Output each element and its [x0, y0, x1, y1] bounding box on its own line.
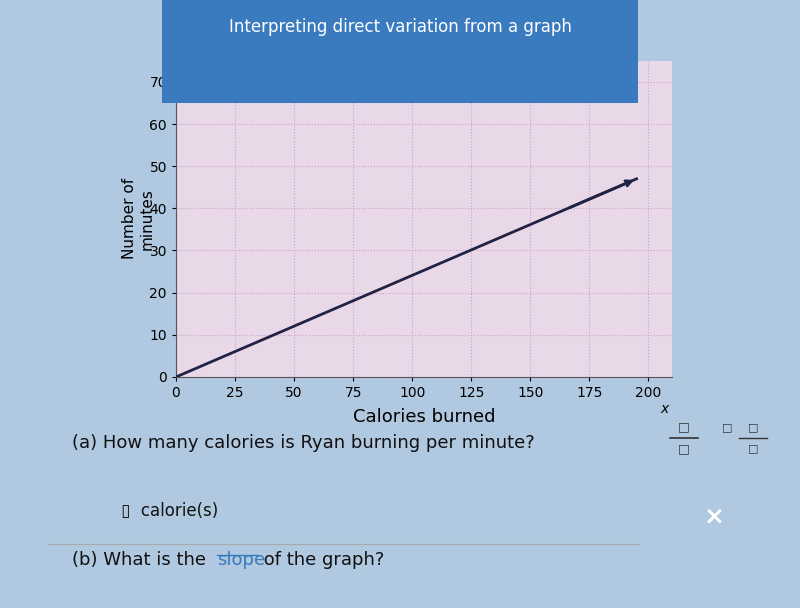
Text: ×: × [703, 505, 725, 529]
Y-axis label: Number of
minutes: Number of minutes [122, 178, 154, 260]
Text: of the graph?: of the graph? [258, 551, 385, 569]
Text: □: □ [747, 443, 758, 454]
X-axis label: Calories burned: Calories burned [353, 409, 495, 426]
Text: ▯  calorie(s): ▯ calorie(s) [95, 502, 218, 520]
Text: □: □ [678, 442, 690, 455]
Text: □: □ [722, 422, 733, 432]
Text: Interpreting direct variation from a graph: Interpreting direct variation from a gra… [229, 18, 571, 36]
Text: (b) What is the: (b) What is the [72, 551, 211, 569]
Text: x: x [661, 402, 669, 416]
Text: slope: slope [217, 551, 265, 569]
Text: □: □ [678, 421, 690, 434]
Text: (a) How many calories is Ryan burning per minute?: (a) How many calories is Ryan burning pe… [72, 434, 534, 452]
Text: □: □ [747, 422, 758, 432]
